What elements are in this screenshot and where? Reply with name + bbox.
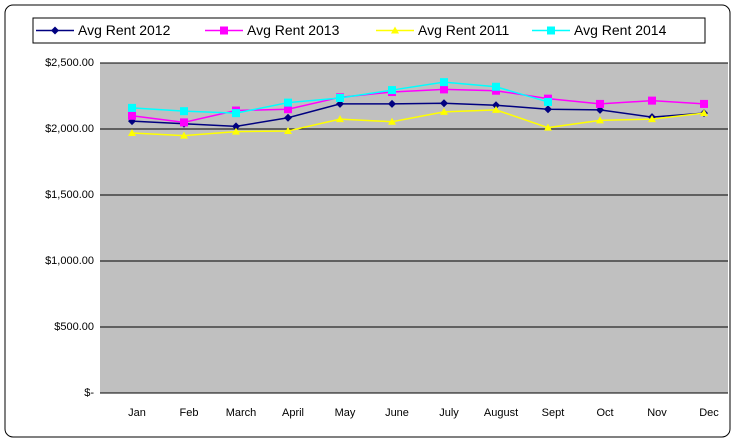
data-point — [648, 96, 656, 105]
legend-marker — [547, 26, 555, 35]
data-point — [648, 115, 656, 123]
y-tick-label: $1,000.00 — [45, 255, 94, 267]
data-point — [544, 123, 552, 131]
x-tick-label: Dec — [699, 407, 719, 419]
data-point — [180, 131, 188, 139]
data-point — [180, 118, 188, 127]
data-point — [232, 127, 240, 135]
y-tick-label: $1,500.00 — [45, 189, 94, 201]
x-tick-label: August — [484, 407, 518, 419]
data-point — [700, 99, 708, 108]
data-point — [284, 105, 292, 114]
series-line — [131, 102, 705, 128]
x-tick-label: Oct — [596, 407, 613, 419]
data-point — [388, 99, 396, 108]
data-point — [440, 85, 448, 94]
x-tick-label: Feb — [180, 407, 199, 419]
legend-box — [32, 17, 706, 44]
data-point — [128, 111, 136, 120]
data-point — [440, 107, 448, 115]
data-point — [336, 115, 344, 123]
data-point — [596, 116, 604, 124]
data-point — [284, 98, 292, 107]
x-tick-label: Jan — [128, 407, 146, 419]
legend-marker — [220, 26, 228, 35]
x-tick-label: Sept — [542, 407, 565, 419]
plot-area — [100, 63, 728, 393]
x-tick-label: March — [226, 407, 257, 419]
data-point — [128, 128, 136, 136]
data-point — [232, 122, 240, 131]
series-line — [131, 109, 705, 137]
legend-marker — [391, 26, 399, 34]
legend-label: Avg Rent 2011 — [418, 22, 510, 38]
data-point — [492, 82, 500, 91]
y-tick-label: $500.00 — [54, 321, 94, 333]
y-tick-label: $2,000.00 — [45, 123, 94, 135]
x-tick-label: July — [439, 407, 459, 419]
data-point — [544, 97, 552, 106]
x-tick-label: June — [385, 407, 409, 419]
legend-marker — [51, 26, 59, 35]
data-point — [544, 105, 552, 114]
data-point — [388, 117, 396, 125]
data-point — [336, 93, 344, 102]
data-point — [492, 101, 500, 110]
x-tick-label: April — [282, 407, 304, 419]
data-point — [700, 109, 708, 117]
x-tick-label: May — [335, 407, 356, 419]
data-point — [180, 107, 188, 116]
legend-label: Avg Rent 2012 — [78, 22, 171, 38]
data-point — [440, 99, 448, 108]
legend-label: Avg Rent 2013 — [247, 22, 340, 38]
data-point — [284, 126, 292, 134]
y-tick-label: $2,500.00 — [45, 57, 94, 69]
data-point — [492, 105, 500, 113]
data-point — [284, 113, 292, 122]
data-point — [596, 99, 604, 108]
data-point — [388, 86, 396, 95]
data-point — [232, 109, 240, 118]
data-point — [128, 103, 136, 112]
legend-label: Avg Rent 2014 — [574, 22, 667, 38]
x-tick-label: Nov — [647, 407, 667, 419]
y-tick-label: $- — [84, 387, 94, 399]
data-point — [440, 78, 448, 87]
